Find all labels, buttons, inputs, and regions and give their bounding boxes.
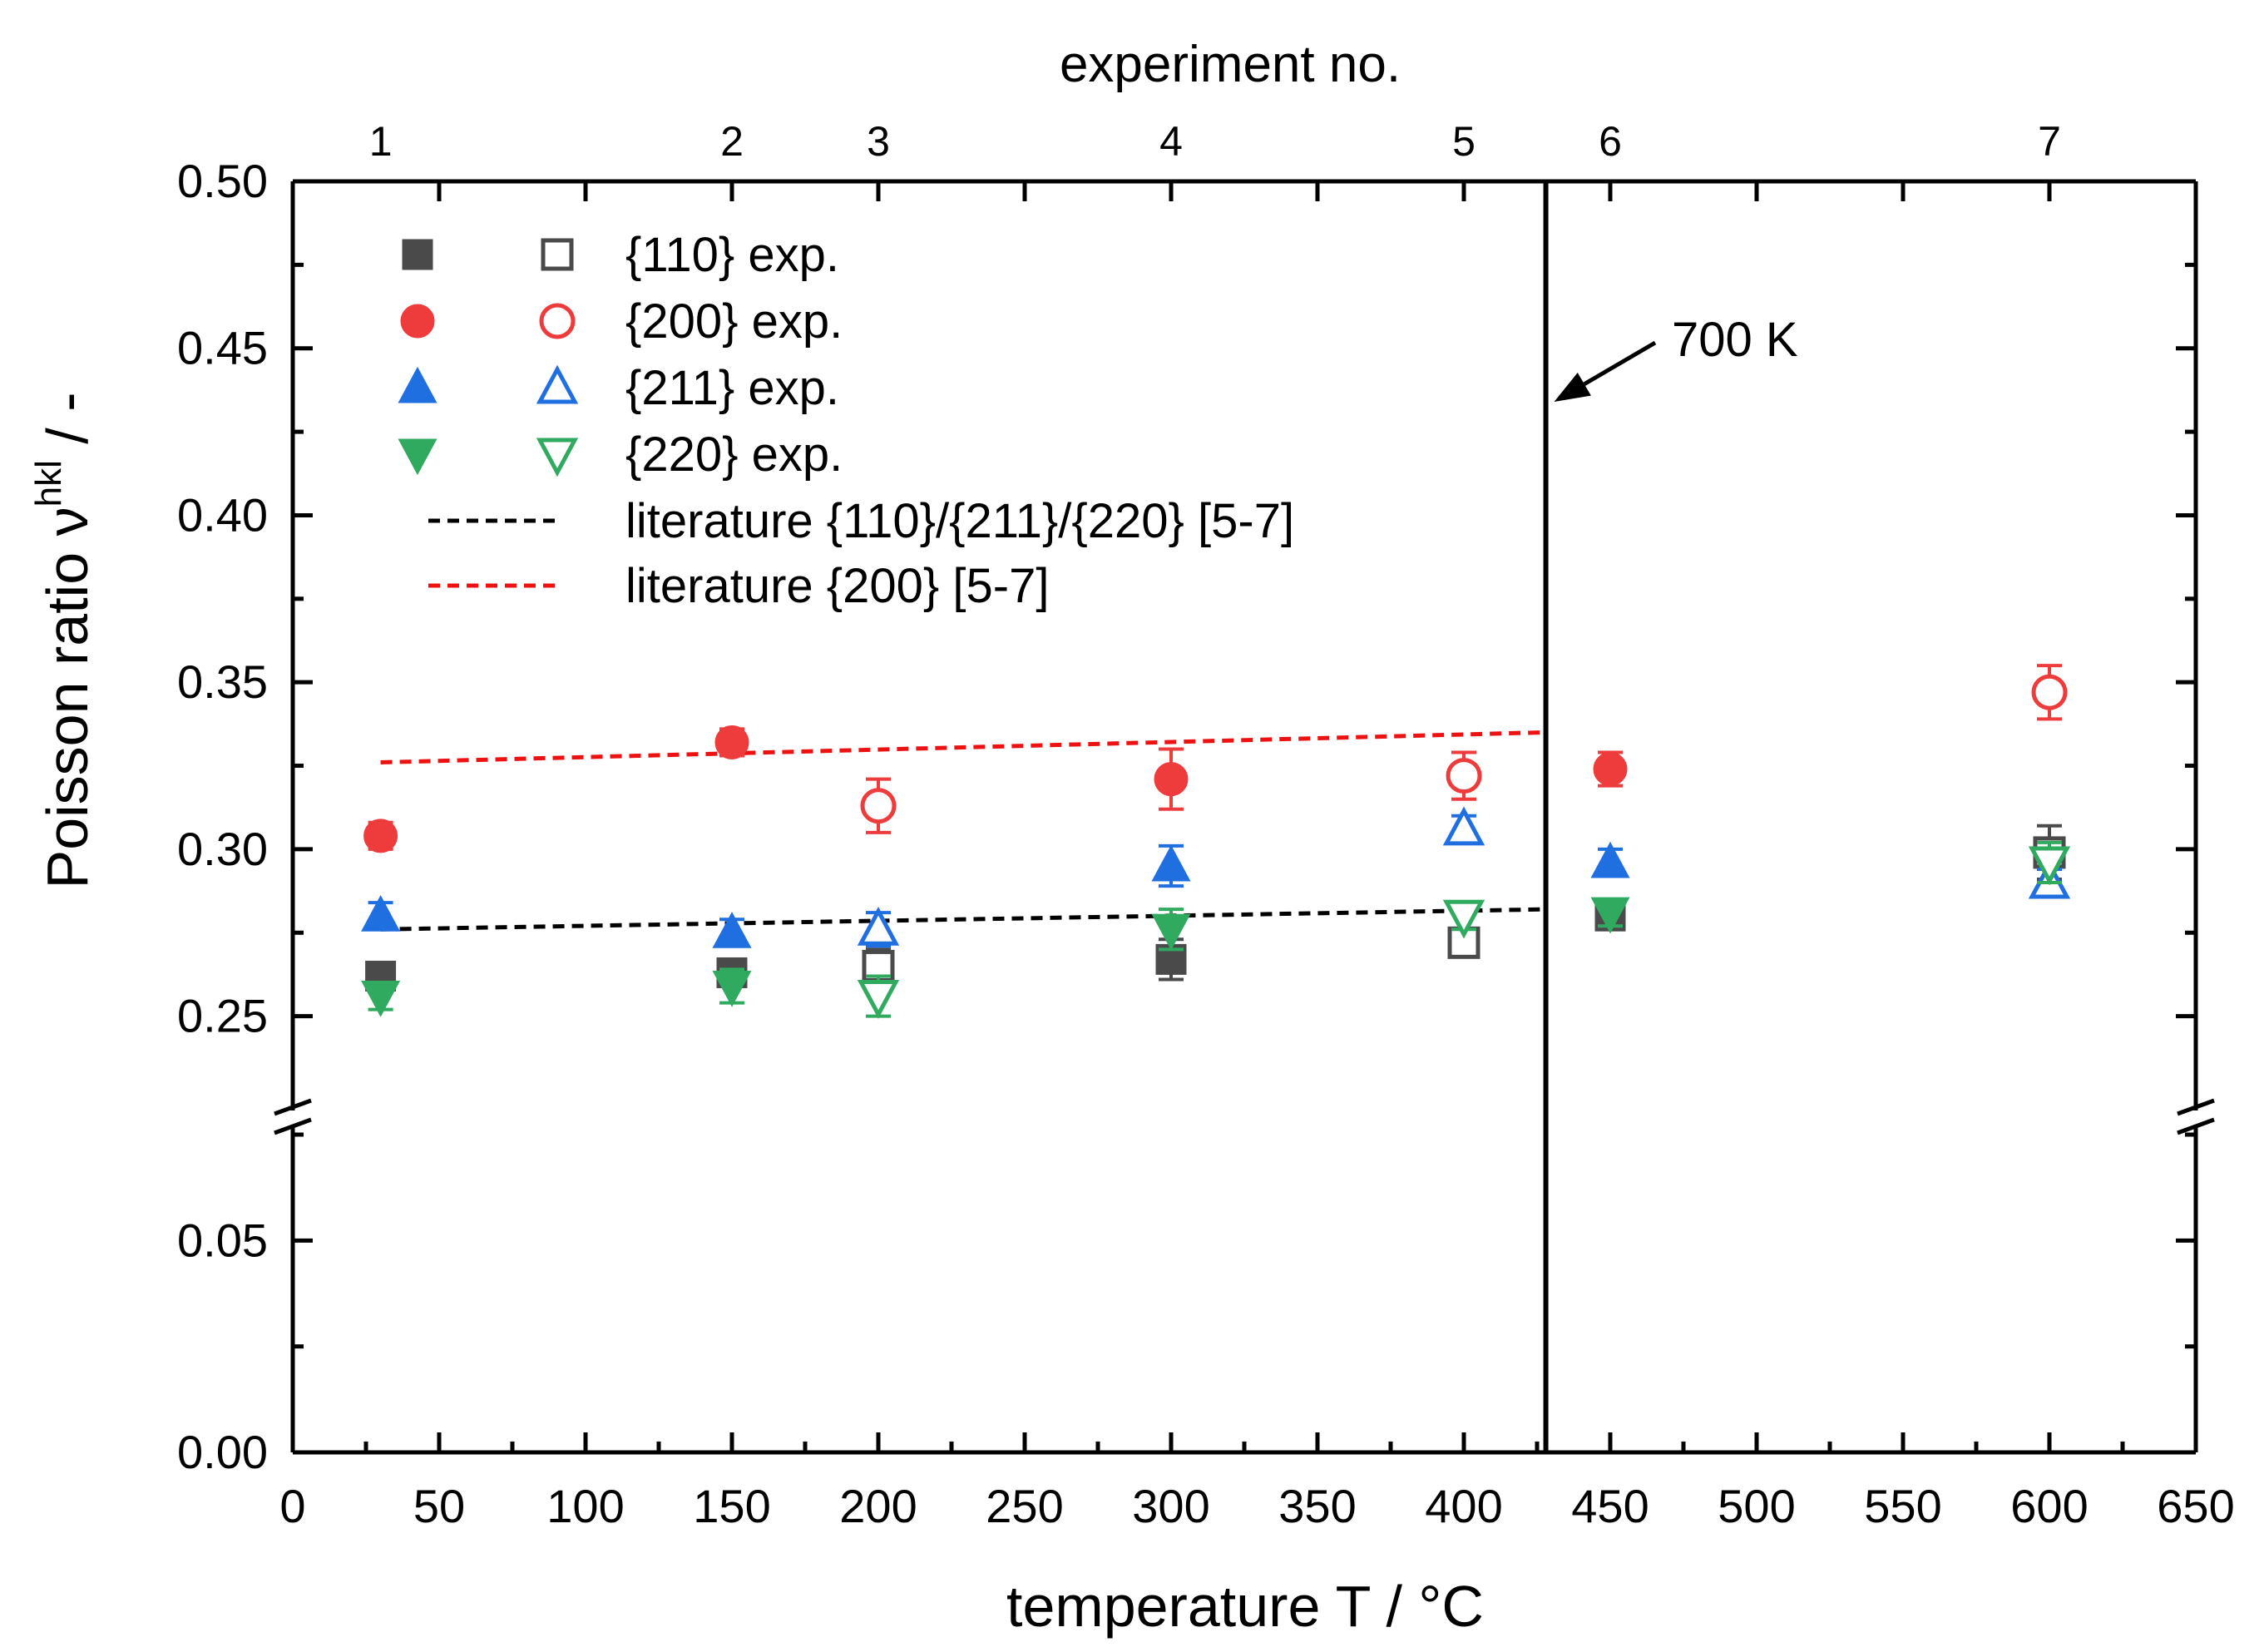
data-point [1590, 897, 1630, 934]
x-tick-label: 600 [2010, 1480, 2088, 1532]
data-point [1151, 844, 1191, 882]
top-tick-label: 6 [1599, 118, 1622, 165]
y-axis-title-sup: hkl [28, 460, 69, 507]
data-point [1442, 806, 1485, 846]
x-tick-label: 250 [986, 1480, 1063, 1532]
legend-marker-open [536, 364, 579, 404]
data-point [1593, 752, 1628, 787]
data-point [2028, 846, 2071, 886]
data-markers [361, 664, 2071, 1019]
legend-label: {110} exp. [625, 228, 839, 282]
x-tick-label: 0 [279, 1480, 305, 1532]
y-axis-title-tail: / - [35, 392, 100, 460]
data-point [1442, 899, 1485, 939]
axis-break-mark [2177, 1117, 2215, 1135]
axis-break-mark [274, 1098, 312, 1116]
top-tick-label: 5 [1452, 118, 1476, 165]
y-tick-label: 0.30 [177, 823, 268, 875]
legend-marker-filled [398, 366, 437, 403]
x-tick-label: 150 [693, 1480, 770, 1532]
literature-lines [380, 730, 1546, 932]
x-tick-label: 100 [546, 1480, 624, 1532]
x-tick-label: 500 [1718, 1480, 1795, 1532]
top-tick-label: 2 [720, 118, 744, 165]
plot-frame [274, 179, 2215, 1455]
tick-labels: 0 50 100 150 200 250 300 350 400 450 500 550 600 650 1… [177, 118, 2235, 1532]
x-tick-label: 450 [1571, 1480, 1649, 1532]
x-tick-label: 550 [1864, 1480, 1941, 1532]
y-tick-label: 0.25 [177, 990, 268, 1042]
data-point [857, 906, 900, 946]
data-point [712, 971, 752, 1007]
y-tick-label: 0.40 [177, 488, 268, 541]
top-tick-label: 3 [867, 118, 890, 165]
axis-break-mark [2177, 1098, 2215, 1116]
data-point [1590, 841, 1630, 878]
axis-break-mark [274, 1117, 312, 1135]
x-axis-title: temperature T / °C [1006, 1574, 1484, 1639]
x-tick-label: 350 [1278, 1480, 1356, 1532]
legend-label: {220} exp. [625, 428, 843, 482]
data-point [1151, 913, 1191, 951]
y-axis-title-main: Poisson ratio ν [35, 507, 100, 888]
literature-line [380, 730, 1546, 765]
x-tick-label: 50 [413, 1480, 465, 1532]
data-point [714, 725, 749, 759]
legend-label: {200} exp. [625, 294, 843, 349]
x-tick-label: 650 [2157, 1480, 2234, 1532]
annotation-arrow [1583, 340, 1657, 386]
data-point [1154, 762, 1189, 797]
data-point [361, 895, 401, 932]
y-tick-label: 0.45 [177, 322, 268, 374]
x-tick-label: 300 [1132, 1480, 1209, 1532]
legend-marker-filled [400, 304, 435, 339]
data-point [857, 980, 900, 1019]
data-point [712, 912, 752, 948]
data-point [2031, 674, 2068, 710]
data-point [860, 788, 897, 824]
x-tick-label: 400 [1425, 1480, 1502, 1532]
y-tick-label: 0.50 [177, 155, 268, 207]
data-point [363, 819, 398, 853]
legend-marker-open [539, 303, 576, 339]
y-axis-title: Poisson ratio νhkl / - [28, 392, 100, 888]
annotation-arrowhead [1554, 372, 1591, 402]
top-tick-label: 4 [1159, 118, 1183, 165]
legend-marker-open [536, 438, 579, 477]
legend-marker-filled [398, 438, 437, 476]
legend: {110} exp. {200} exp. {211} exp. {220} exp.… [398, 228, 1294, 613]
top-tick-label: 1 [369, 118, 393, 165]
y-tick-label: 0.05 [177, 1214, 268, 1266]
x-tick-label: 200 [839, 1480, 917, 1532]
legend-marker-open [541, 238, 574, 271]
legend-label: literature {110}/{211}/{220} [5-7] [625, 494, 1294, 548]
data-point [1446, 758, 1482, 794]
y-tick-label: 0.00 [177, 1426, 268, 1478]
top-tick-label: 7 [2038, 118, 2061, 165]
legend-label: literature {200} [5-7] [625, 559, 1049, 613]
annotation-700k: 700 K [1672, 313, 1798, 367]
data-point [361, 981, 401, 1017]
y-tick-label: 0.35 [177, 655, 268, 708]
legend-label: {211} exp. [625, 361, 839, 415]
top-axis-title: experiment no. [1060, 36, 1401, 93]
axis-ticks [290, 179, 2198, 1455]
legend-marker-filled [402, 239, 433, 270]
literature-line [380, 907, 1546, 932]
